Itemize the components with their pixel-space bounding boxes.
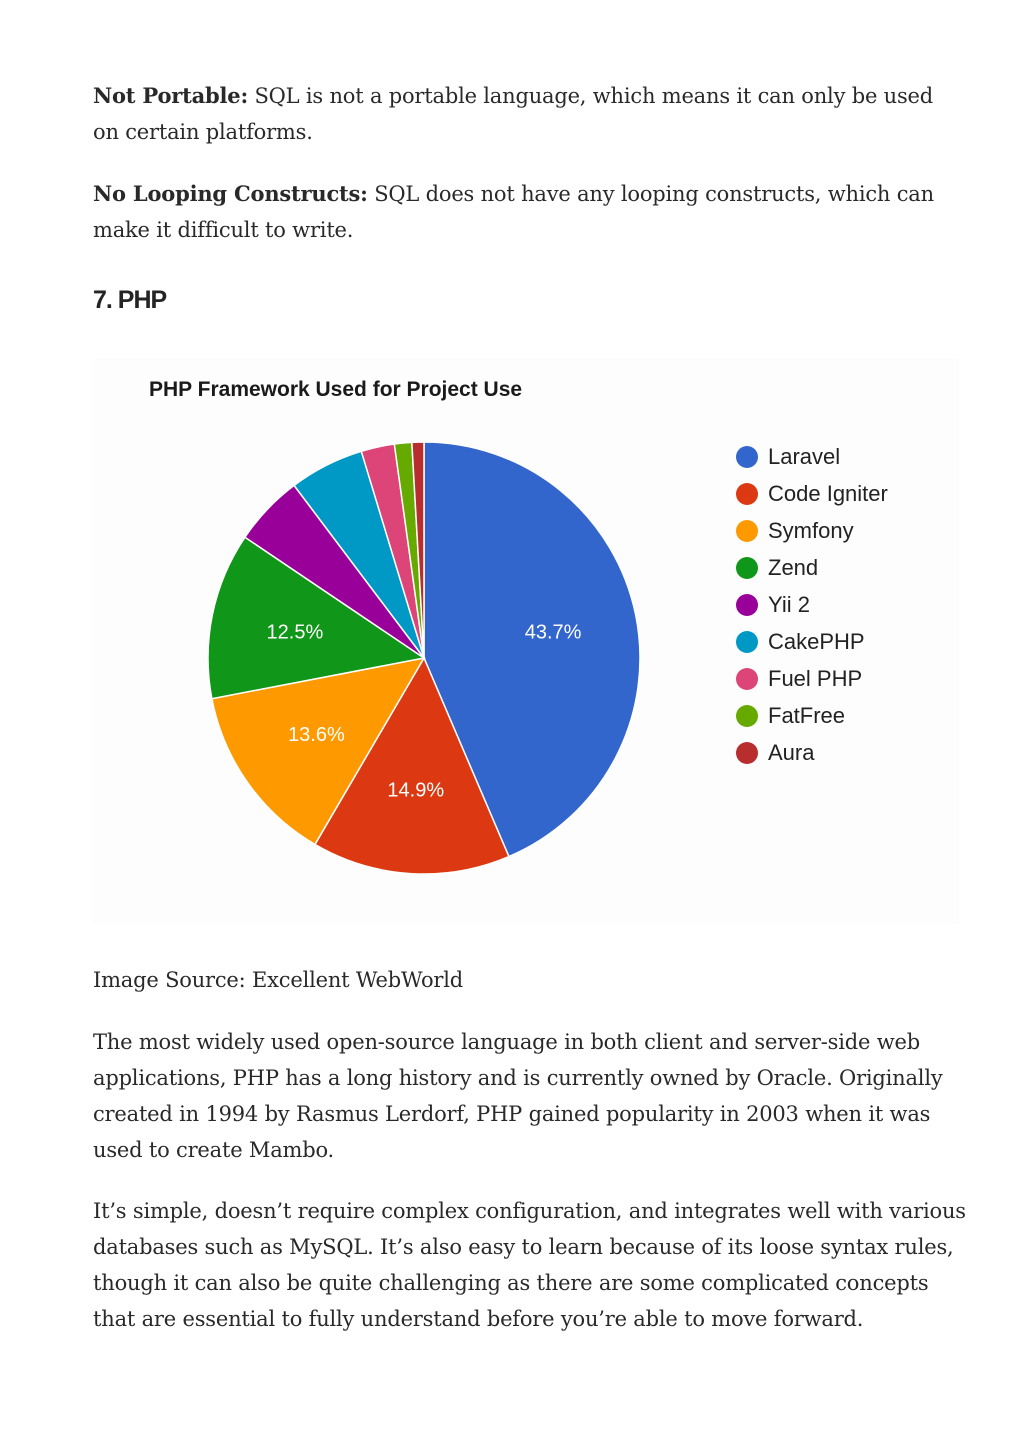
legend-swatch (736, 704, 758, 727)
image-caption: Image Source: Excellent WebWorld (93, 968, 464, 992)
legend-swatch (736, 519, 758, 542)
paragraph-php-intro: The most widely used open-source languag… (93, 1030, 943, 1162)
legend-swatch (736, 482, 758, 505)
legend-label: Aura (768, 739, 815, 765)
paragraph-no-looping: No Looping Constructs: SQL does not have… (93, 176, 963, 248)
data-label-symfony: 13.6% (288, 724, 345, 746)
legend-item-zend: Zend (736, 549, 888, 586)
pie-slice-aura (411, 441, 425, 659)
legend-label: Yii 2 (768, 591, 810, 617)
legend-label: Zend (768, 554, 819, 580)
pie-chart: 43.7% 14.9% 13.6% 12.5% (207, 441, 641, 875)
legend-label: CakePHP (768, 628, 865, 654)
pie-slice-zend (207, 536, 426, 700)
legend-label: Symfony (768, 517, 854, 543)
pie-slice-laravel (423, 441, 641, 858)
chart-figure: 43.7% 14.9% 13.6% 12.5% PHP Framework Used … (93, 358, 959, 924)
legend-item-cakephp: CakePHP (736, 623, 888, 660)
chart-title: PHP Framework Used for Project Use (149, 378, 523, 401)
legend-swatch (736, 556, 758, 579)
pie-slice-symfony (210, 656, 426, 846)
not-portable-label: Not Portable: (93, 83, 248, 108)
legend-swatch (736, 445, 758, 468)
legend-item-aura: Aura (736, 734, 888, 771)
data-label-code-igniter: 14.9% (387, 780, 444, 802)
legend-swatch (736, 593, 758, 616)
legend-item-symfony: Symfony (736, 512, 888, 549)
legend-label: Laravel (768, 443, 841, 469)
chart-legend: Laravel Code Igniter Symfony Zend Yii 2 CakeP… (736, 438, 888, 771)
pie-slice-code-igniter (313, 656, 510, 875)
legend-label: Fuel PHP (768, 665, 863, 691)
legend-item-code-igniter: Code Igniter (736, 475, 888, 512)
legend-item-yii-2: Yii 2 (736, 586, 888, 623)
data-label-laravel: 43.7% (525, 622, 582, 644)
data-label-zend: 12.5% (267, 622, 324, 644)
paragraph-php-details: It’s simple, doesn’t require complex con… (93, 1199, 966, 1331)
paragraph-not-portable: Not Portable: SQL is not a portable lang… (93, 78, 963, 150)
legend-label: Code Igniter (768, 480, 888, 506)
legend-swatch (736, 741, 758, 764)
no-looping-label: No Looping Constructs: (93, 181, 368, 206)
legend-item-fuel-php: Fuel PHP (736, 660, 888, 697)
legend-item-laravel: Laravel (736, 438, 888, 475)
section-heading-php: 7. PHP (93, 286, 167, 314)
legend-label: FatFree (768, 702, 846, 728)
legend-item-fatfree: FatFree (736, 697, 888, 734)
legend-swatch (736, 630, 758, 653)
no-looping-text: SQL does not have any looping constructs… (93, 182, 934, 242)
legend-swatch (736, 667, 758, 690)
not-portable-text: SQL is not a portable language, which me… (93, 84, 934, 144)
